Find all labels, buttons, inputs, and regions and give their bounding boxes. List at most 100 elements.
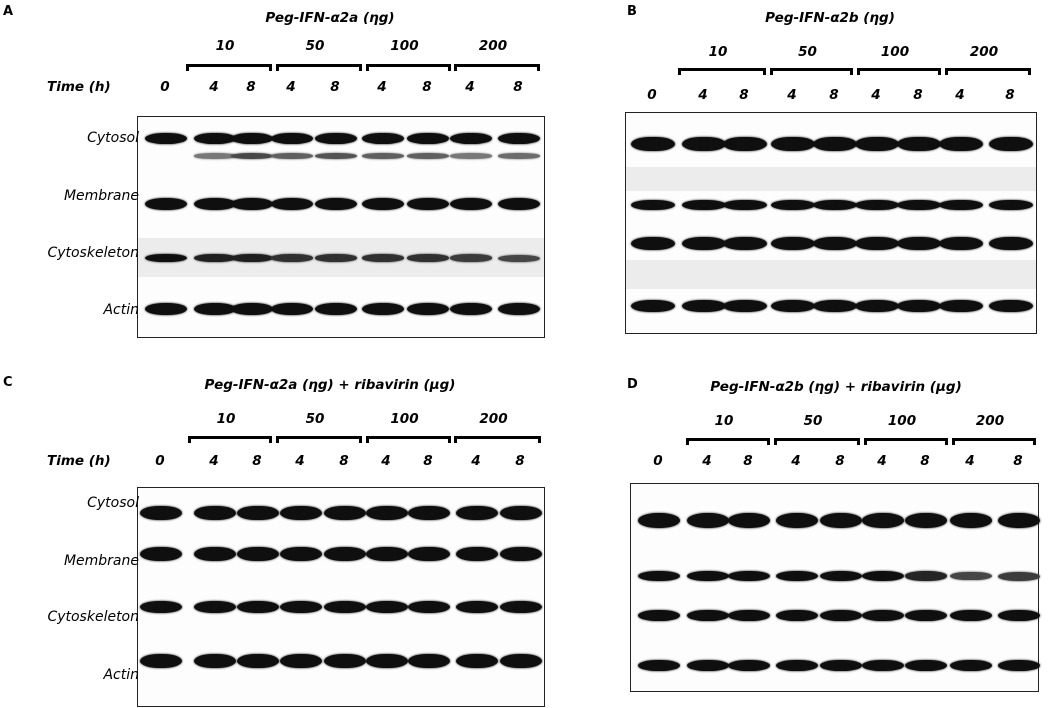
dose-bracket: [770, 68, 853, 75]
row-label-cytosol: Cytosol: [87, 130, 139, 146]
blot-band: [323, 506, 367, 520]
lane-label: 4: [465, 79, 475, 95]
blot-band: [236, 547, 280, 561]
blot-band: [897, 300, 941, 312]
blot-band: [819, 513, 863, 528]
blot-band: [637, 660, 681, 671]
blot-band: [497, 303, 541, 315]
blot-band: [997, 513, 1041, 528]
lane-label: 4: [787, 87, 797, 103]
dose-bracket: [366, 436, 451, 443]
blot-band: [365, 601, 409, 613]
dose-bracket: [945, 68, 1031, 75]
dose-bracket: [276, 64, 362, 71]
blot-band: [861, 513, 905, 528]
blot-band: [775, 660, 819, 671]
blot-band: [727, 513, 771, 528]
blot-band: [193, 601, 237, 613]
blot-band: [361, 153, 405, 159]
blot-band: [279, 601, 323, 613]
panel-c-blot: [137, 487, 545, 707]
lane-label: 8: [829, 87, 839, 103]
blot-background-strip: [626, 167, 1036, 191]
blot-band: [455, 654, 499, 668]
dose-label: 100: [880, 44, 910, 60]
blot-band: [193, 654, 237, 668]
blot-band: [314, 198, 358, 210]
blot-band: [499, 547, 543, 561]
blot-band: [449, 153, 493, 159]
blot-band: [939, 300, 983, 312]
blot-band: [771, 237, 815, 250]
row-label-membrane: Membrane: [63, 188, 139, 204]
blot-band: [949, 610, 993, 621]
lane-label: 4: [698, 87, 708, 103]
blot-band: [323, 654, 367, 668]
panel-b-letter: B: [627, 4, 637, 19]
panel-b-title: Peg-IFN-α2b (ηg): [765, 10, 895, 26]
blot-band: [449, 254, 493, 262]
lane-label: 4: [286, 79, 296, 95]
dose-label: 200: [969, 44, 999, 60]
dose-label: 50: [798, 44, 817, 60]
blot-band: [631, 300, 675, 312]
dose-label: 50: [305, 411, 325, 427]
panel-b-blot: [625, 112, 1037, 334]
blot-band: [939, 137, 983, 151]
blot-band: [855, 137, 899, 151]
blot-band: [139, 547, 183, 561]
lane-label: 4: [965, 453, 975, 469]
row-label-actin: Actin: [103, 667, 139, 683]
dose-label: 50: [803, 413, 823, 429]
dose-bracket: [678, 68, 766, 75]
blot-band: [897, 200, 941, 210]
blot-band: [193, 506, 237, 520]
lane-label: 4: [381, 453, 391, 469]
blot-band: [682, 300, 726, 312]
blot-band: [455, 547, 499, 561]
blot-band: [499, 601, 543, 613]
blot-band: [230, 153, 274, 159]
dose-label: 10: [216, 411, 236, 427]
blot-band: [144, 198, 188, 210]
blot-band: [314, 133, 358, 144]
blot-band: [449, 303, 493, 315]
dose-label: 200: [975, 413, 1005, 429]
blot-band: [455, 506, 499, 520]
panel-c-letter: C: [3, 375, 13, 390]
blot-band: [813, 300, 857, 312]
blot-band: [904, 513, 948, 528]
blot-band: [193, 153, 237, 159]
lane-label: 4: [702, 453, 712, 469]
blot-band: [407, 654, 451, 668]
dose-label: 200: [478, 38, 508, 54]
lane-label: 8: [835, 453, 845, 469]
blot-band: [997, 610, 1041, 621]
blot-band: [861, 660, 905, 671]
blot-band: [686, 610, 730, 621]
blot-band: [407, 547, 451, 561]
blot-band: [497, 133, 541, 144]
blot-band: [144, 254, 188, 262]
blot-band: [236, 654, 280, 668]
blot-band: [813, 200, 857, 210]
blot-band: [686, 571, 730, 581]
blot-band: [361, 133, 405, 144]
blot-band: [989, 137, 1033, 151]
blot-band: [949, 571, 993, 581]
dose-bracket: [454, 64, 540, 71]
blot-band: [989, 200, 1033, 210]
blot-band: [997, 660, 1041, 671]
blot-band: [727, 660, 771, 671]
lane-label: 0: [160, 79, 170, 95]
blot-band: [236, 506, 280, 520]
blot-band: [230, 254, 274, 262]
panel-d-blot: [630, 483, 1041, 692]
blot-band: [682, 237, 726, 250]
lane-label: 8: [513, 79, 523, 95]
row-label-cytoskeleton: Cytoskeleton: [47, 245, 139, 261]
lane-label: 0: [155, 453, 165, 469]
blot-band: [631, 137, 675, 151]
lane-label: 4: [791, 453, 801, 469]
dose-label: 100: [887, 413, 917, 429]
